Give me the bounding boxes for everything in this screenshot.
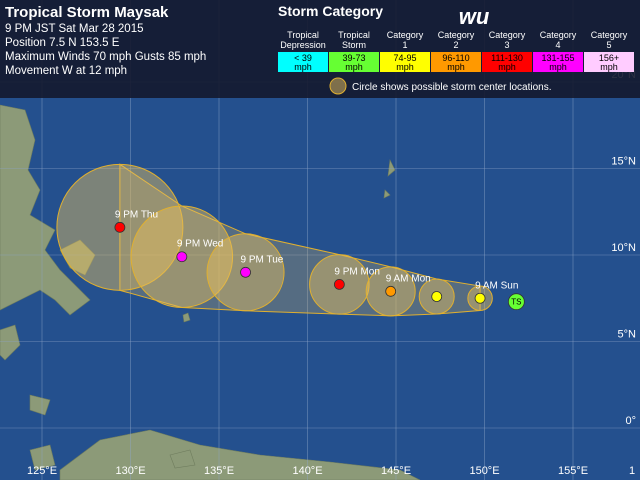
category-swatch [482,52,532,72]
category-swatch [533,52,583,72]
category-name: 1 [402,40,407,50]
lon-label: 155°E [558,465,588,477]
storm-symbol [431,291,443,302]
storm-symbol [114,221,126,233]
current-storm [507,293,525,311]
lon-label: 125°E [27,465,57,477]
storm-symbol [474,292,486,304]
category-name: Category [540,30,577,40]
current-label: TS [511,298,521,307]
category-swatch [329,52,379,72]
info-line: Movement W at 12 mph [5,65,127,77]
forecast-label: 9 PM Thu [115,209,158,220]
category-name: 2 [453,40,458,50]
info-line: Maximum Winds 70 mph Gusts 85 mph [5,51,206,63]
category-range: mph [498,62,516,72]
note-icon [329,77,347,95]
category-range: 131-155 [541,53,574,63]
forecast-label: 9 AM Sun [475,280,518,291]
lat-label: 10°N [611,242,636,254]
category-name: Depression [280,40,326,50]
category-range: < 39 [294,53,312,63]
lon-label: 145°E [381,465,411,477]
lat-label: 5°N [618,329,637,341]
category-range: mph [345,62,363,72]
category-name: Tropical [287,30,319,40]
category-range: mph [396,62,414,72]
lon-label: 150°E [469,465,499,477]
storm-symbol [240,266,251,278]
lon-label: 135°E [204,465,234,477]
storm-symbol [333,279,345,290]
category-range: 39-73 [342,53,365,63]
legend-title: Storm Category [278,3,383,19]
storm-symbol [176,251,188,263]
logo: wu [459,4,490,29]
category-range: 74-95 [393,53,416,63]
category-swatch [278,52,328,72]
forecast-label: 9 PM Wed [177,239,224,250]
info-line: Position 7.5 N 153.5 E [5,37,120,49]
category-name: 5 [606,40,611,50]
category-range: 96-110 [442,53,469,63]
category-range: 111-130 [491,53,523,63]
category-name: Tropical [338,30,370,40]
header-panel [0,0,640,98]
category-name: Category [387,30,424,40]
forecast-label: 9 AM Mon [386,273,431,284]
category-name: Category [591,30,628,40]
category-range: 156+ [599,53,619,63]
category-name: Category [438,30,475,40]
legend-note: Circle shows possible storm center locat… [352,82,552,93]
category-name: Storm [342,40,366,50]
category-range: mph [294,62,312,72]
land [0,104,421,480]
lon-label: 1 [629,465,635,477]
category-swatch [431,52,481,72]
category-range: mph [600,62,618,72]
category-name: 4 [555,40,560,50]
category-range: mph [447,62,465,72]
forecast-label: 9 PM Tue [241,254,284,265]
forecast-label: 9 PM Mon [334,266,380,277]
storm-title: Tropical Storm Maysak [5,4,169,21]
lon-label: 130°E [115,465,145,477]
lon-label: 140°E [292,465,322,477]
storm-symbol [385,285,397,297]
category-name: Category [489,30,526,40]
category-range: mph [549,62,567,72]
info-line: 9 PM JST Sat Mar 28 2015 [5,23,144,35]
category-name: 3 [504,40,509,50]
lat-label: 0° [625,415,636,427]
category-swatch [380,52,430,72]
lat-label: 15°N [611,156,636,168]
category-swatch [584,52,634,72]
